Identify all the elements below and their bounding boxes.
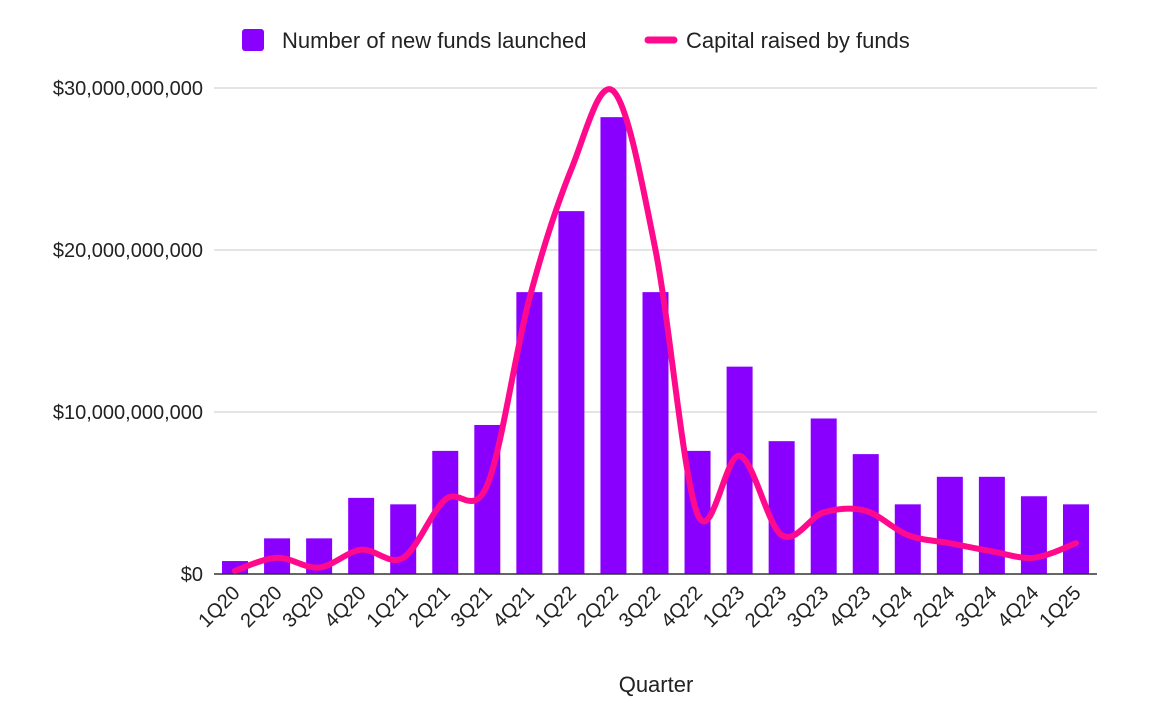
- x-tick-label: 1Q23: [699, 582, 749, 632]
- bar: [642, 292, 669, 574]
- y-tick-labels: $0 $10,000,000,000 $20,000,000,000 $30,000,…: [53, 78, 203, 586]
- x-tick-label: 3Q24: [951, 582, 1001, 632]
- legend-swatch-bars: [242, 29, 264, 51]
- bar: [348, 497, 375, 574]
- x-tick-label: 2Q22: [573, 582, 623, 632]
- bar: [390, 504, 417, 574]
- legend: Number of new funds launched Capital rai…: [242, 28, 910, 53]
- bar: [1020, 496, 1047, 574]
- bar: [558, 211, 585, 574]
- x-tick-label: 4Q21: [489, 582, 539, 632]
- x-tick-label: 2Q21: [405, 582, 455, 632]
- legend-label-line: Capital raised by funds: [686, 28, 910, 53]
- x-tick-label: 1Q20: [194, 582, 244, 632]
- x-tick-label: 1Q21: [363, 582, 413, 632]
- bar: [1062, 504, 1089, 574]
- x-tick-label: 2Q24: [909, 582, 959, 632]
- x-tick-label: 4Q22: [657, 582, 707, 632]
- bar: [810, 418, 837, 574]
- x-tick-labels: 1Q202Q203Q204Q201Q212Q213Q214Q211Q222Q22…: [194, 582, 1085, 632]
- x-tick-label: 2Q23: [741, 582, 791, 632]
- bar: [936, 476, 963, 574]
- bar: [978, 476, 1005, 574]
- x-tick-label: 4Q24: [993, 582, 1043, 632]
- x-tick-label: 1Q24: [867, 582, 917, 632]
- x-tick-label: 3Q22: [615, 582, 665, 632]
- x-tick-label: 3Q23: [783, 582, 833, 632]
- bar: [768, 441, 795, 574]
- line-series: [232, 86, 1079, 574]
- x-tick-label: 1Q22: [531, 582, 581, 632]
- x-axis-title: Quarter: [619, 672, 694, 697]
- y-tick-label: $30,000,000,000: [53, 78, 203, 100]
- series-line-capital: [232, 86, 1079, 574]
- x-tick-label: 3Q21: [447, 582, 497, 632]
- x-tick-label: 2Q20: [236, 582, 286, 632]
- y-tick-label: $10,000,000,000: [53, 402, 203, 424]
- x-tick-label: 3Q20: [278, 582, 328, 632]
- x-tick-label: 4Q23: [825, 582, 875, 632]
- bar: [600, 117, 627, 574]
- y-tick-label: $20,000,000,000: [53, 240, 203, 262]
- bar-series: [222, 117, 1089, 574]
- legend-label-bars: Number of new funds launched: [282, 28, 587, 53]
- x-tick-label: 4Q20: [321, 582, 371, 632]
- y-tick-label: $0: [181, 564, 203, 586]
- x-tick-label: 1Q25: [1035, 582, 1085, 632]
